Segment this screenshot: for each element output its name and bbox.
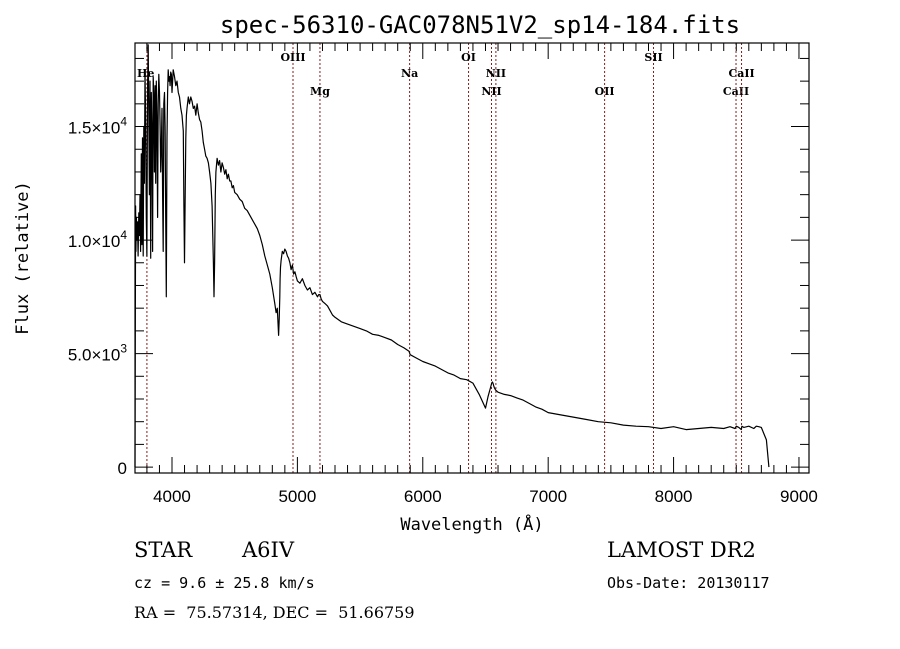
y-tick-exponent: 4: [120, 228, 127, 242]
y-tick-exponent: 3: [120, 342, 127, 356]
y-tick-mantissa: 5.0×10: [68, 346, 120, 365]
spectrum-line-flux: [134, 44, 770, 468]
spectral-line-label: CaII: [723, 85, 749, 98]
x-tick-label: 9000: [780, 487, 818, 506]
plot-frame: [134, 42, 810, 474]
y-tick-mantissa: 0: [118, 459, 127, 478]
observation-date: Obs-Date: 20130117: [607, 574, 770, 592]
x-tick-label: 6000: [404, 487, 442, 506]
y-tick-label: 1.5×104: [68, 115, 127, 138]
x-tick-labels: 4000 5000 6000 7000 8000 9000: [153, 487, 818, 506]
y-tick-exponent: 4: [120, 115, 127, 129]
spectral-line-label: Mg: [310, 85, 330, 98]
spectral-line-label: NII: [486, 67, 506, 80]
spectral-line-label: Na: [401, 67, 418, 80]
x-axis-label: Wavelength (Å): [400, 513, 543, 535]
x-tick-label: 4000: [153, 487, 191, 506]
x-tick-label: 8000: [655, 487, 693, 506]
chart-title: spec-56310-GAC078N51V2_sp14-184.fits: [220, 11, 740, 39]
object-class: STAR: [134, 538, 193, 562]
spectral-line-label: OI: [461, 51, 476, 64]
axis-ticks: [135, 43, 809, 473]
spectral-line-label: OII: [595, 85, 615, 98]
y-tick-mantissa: 1.5×10: [68, 119, 120, 138]
series-layer: [134, 44, 770, 468]
y-tick-label: 5.0×103: [68, 342, 127, 365]
spectral-line-label: OIII: [280, 51, 305, 64]
spectral-line-markers: He OIII Mg Na OI NII NII OII SII CaII CaII: [137, 43, 755, 473]
spectral-line-label: SII: [644, 51, 662, 64]
y-tick-label: 0: [118, 459, 127, 478]
y-axis-label: Flux (relative): [13, 181, 33, 335]
redshift-info: cz = 9.6 ± 25.8 km/s: [134, 574, 315, 592]
coordinates-info: RA = 75.57314, DEC = 51.66759: [134, 603, 415, 622]
spectral-line-label: CaII: [728, 67, 754, 80]
spectral-line-label: He: [137, 67, 154, 80]
object-subclass: A6IV: [242, 538, 294, 562]
y-tick-label: 1.0×104: [68, 228, 127, 251]
x-tick-label: 7000: [529, 487, 567, 506]
survey-name: LAMOST DR2: [607, 538, 756, 562]
x-tick-label: 5000: [278, 487, 316, 506]
y-tick-mantissa: 1.0×10: [68, 232, 120, 251]
spectral-line-label: NII: [481, 85, 501, 98]
